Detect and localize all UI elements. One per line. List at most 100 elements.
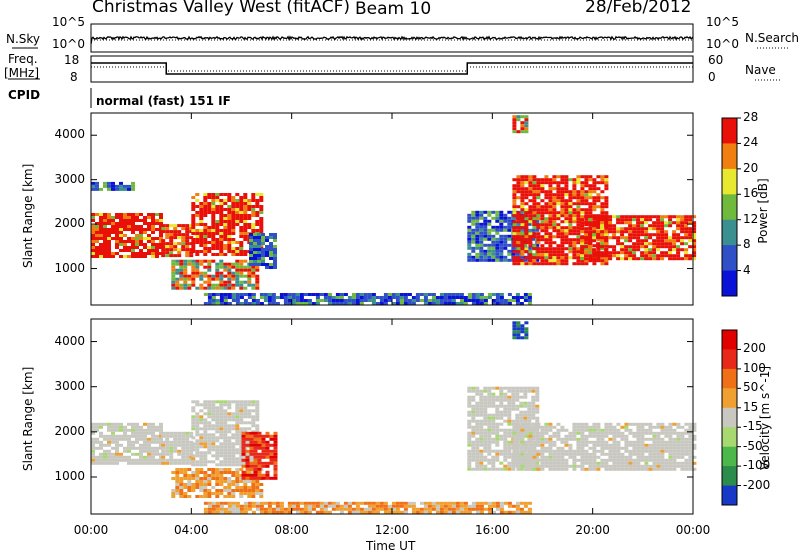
power-echo-cell: [556, 199, 561, 203]
velocity-echo-cell: [223, 480, 228, 483]
velocity-echo-cell: [127, 446, 131, 450]
velocity-echo-cell: [291, 501, 296, 505]
power-echo-cell: [211, 286, 216, 290]
velocity-echo-cell: [331, 504, 336, 508]
power-echo-cell: [99, 225, 103, 228]
power-echo-cell: [131, 222, 135, 225]
power-echo-cell: [185, 230, 190, 234]
power-echo-cell: [415, 293, 420, 296]
power-echo-cell: [327, 296, 332, 299]
velocity-echo-cell: [207, 409, 212, 413]
velocity-echo-cell: [475, 422, 480, 426]
velocity-echo-cell: [251, 457, 256, 461]
velocity-echo-cell: [640, 458, 645, 462]
power-echo-cell: [243, 238, 248, 241]
power-echo-cell: [131, 231, 135, 234]
velocity-echo-cell: [155, 446, 159, 450]
velocity-echo-cell: [175, 468, 180, 471]
power-echo-cell: [548, 190, 553, 194]
velocity-echo-cell: [503, 404, 508, 408]
velocity-echo-cell: [183, 474, 188, 477]
power-echo-cell: [219, 223, 224, 226]
velocity-echo-cell: [479, 422, 484, 426]
velocity-echo-cell: [636, 446, 641, 450]
power-echo-cell: [211, 238, 216, 241]
velocity-echo-cell: [235, 486, 240, 489]
power-echo-cell: [363, 299, 368, 302]
velocity-echo-cell: [584, 467, 589, 471]
power-echo-cell: [207, 299, 212, 302]
velocity-echo-cell: [299, 501, 304, 505]
power-echo-cell: [159, 237, 163, 240]
power-echo-cell: [161, 251, 166, 255]
velocity-echo-cell: [339, 507, 344, 511]
velocity-echo-cell: [515, 449, 520, 453]
velocity-echo-cell: [672, 440, 677, 444]
power-echo-cell: [343, 302, 348, 305]
power-echo-cell: [99, 243, 103, 246]
power-echo-cell: [185, 251, 190, 255]
velocity-echo-cell: [211, 474, 216, 477]
velocity-echo-cell: [235, 400, 240, 404]
power-echo-cell: [511, 252, 516, 256]
velocity-ytick-label: 3000: [54, 378, 85, 393]
power-echo-cell: [640, 254, 645, 258]
power-echo-cell: [215, 205, 220, 208]
power-echo-cell: [520, 121, 525, 125]
power-echo-cell: [564, 262, 569, 266]
power-echo-cell: [223, 199, 228, 202]
velocity-echo-cell: [668, 458, 673, 462]
power-echo-cell: [540, 181, 545, 185]
velocity-echo-cell: [155, 440, 159, 444]
velocity-echo-cell: [588, 440, 593, 444]
power-echo-cell: [512, 118, 517, 122]
power-echo-cell: [111, 237, 115, 240]
velocity-echo-cell: [487, 428, 492, 432]
velocity-echo-cell: [520, 449, 525, 453]
time-tick-label: 00:00: [675, 523, 711, 537]
power-echo-cell: [512, 229, 517, 233]
velocity-echo-cell: [656, 452, 661, 456]
velocity-echo-cell: [652, 431, 657, 435]
power-colorbar-segment: [722, 168, 737, 195]
velocity-echo-cell: [243, 403, 248, 407]
power-echo-cell: [520, 244, 525, 248]
velocity-echo-cell: [245, 461, 250, 465]
velocity-echo-cell: [672, 431, 677, 435]
velocity-echo-cell: [676, 431, 681, 435]
power-echo-cell: [544, 178, 549, 182]
power-echo-cell: [540, 184, 545, 188]
power-echo-cell: [195, 265, 200, 269]
velocity-echo-cell: [520, 434, 525, 438]
power-echo-cell: [592, 215, 597, 219]
velocity-echo-cell: [608, 425, 613, 429]
power-echo-cell: [395, 302, 400, 305]
velocity-echo-cell: [187, 489, 192, 492]
power-echo-cell: [191, 241, 196, 244]
velocity-echo-cell: [491, 401, 496, 405]
power-echo-cell: [564, 232, 569, 236]
velocity-echo-cell: [359, 507, 364, 511]
power-echo-cell: [411, 302, 416, 305]
velocity-echo-cell: [95, 437, 99, 441]
power-echo-cell: [181, 224, 186, 228]
power-echo-cell: [135, 234, 139, 237]
power-echo-cell: [227, 302, 232, 305]
velocity-echo-cell: [223, 501, 228, 505]
velocity-echo-cell: [227, 439, 232, 443]
power-echo-cell: [475, 258, 480, 262]
power-echo-cell: [269, 233, 273, 236]
power-echo-cell: [520, 235, 525, 239]
power-echo-cell: [495, 219, 500, 223]
power-echo-cell: [584, 215, 589, 219]
power-echo-cell: [269, 266, 273, 269]
power-echo-cell: [544, 226, 549, 230]
power-echo-cell: [483, 210, 488, 214]
power-echo-cell: [540, 250, 545, 254]
velocity-echo-cell: [143, 440, 147, 444]
velocity-echo-cell: [692, 425, 697, 429]
velocity-echo-cell: [688, 458, 693, 462]
power-echo-cell: [592, 233, 597, 237]
power-echo-cell: [251, 205, 256, 208]
velocity-echo-cell: [91, 422, 95, 426]
